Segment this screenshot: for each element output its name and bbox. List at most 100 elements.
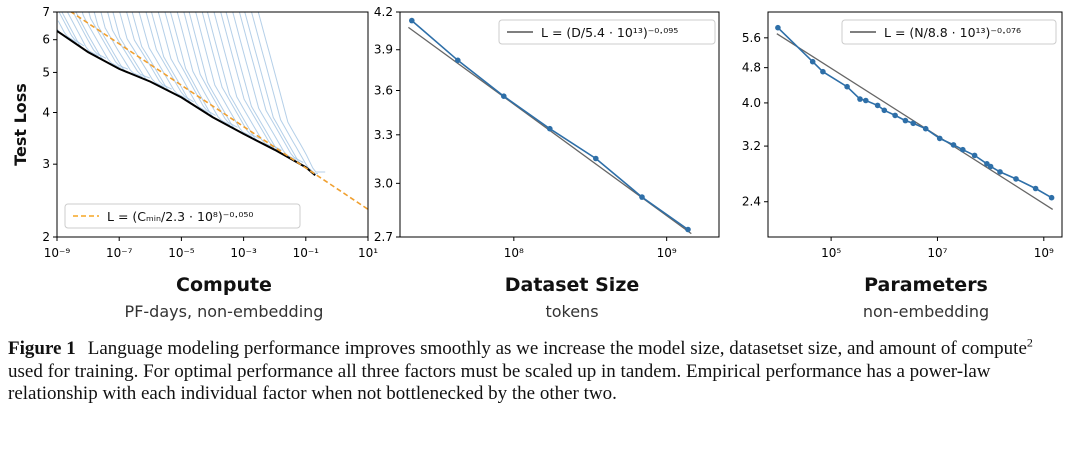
x-tick-label: 10⁸ [504,246,524,260]
panel-2-axes: 10⁸ 10⁹ 2.7 3.0 3.3 3.6 3.9 4.2 Dataset Size toke… [374,5,720,321]
data-point [501,93,507,99]
legend-box [841,19,1057,45]
x-tick-label: 10⁹ [1034,246,1054,260]
data-point [593,155,599,162]
caption-text-after: used for training. For optimal performan… [8,360,991,405]
panel-title: Dataset Size [505,274,640,296]
caption-text-before: Language modeling performance improves s… [87,338,1027,359]
x-tick-label: 10⁹ [657,246,677,260]
data-point [820,68,826,75]
training-run-curve [131,12,180,97]
training-run-curve [176,12,231,126]
y-tick-label: 4 [42,106,50,120]
y-axis-label: Test Loss [11,83,30,166]
legend: L = (Cₘᵢₙ/2.3 · 10⁸)⁻⁰·⁰⁵⁰ [64,203,301,229]
training-run-curve [81,12,121,69]
data-point [639,194,645,200]
data-point [936,135,943,142]
panel-2-marks [408,17,692,235]
compute-fit-line [69,12,368,210]
panel-1-marks [57,12,368,210]
y-tick-label: 3.3 [374,128,393,142]
training-run-curve [100,12,143,78]
data-point [809,58,816,65]
training-run-curve [257,12,326,173]
panel-subtitle: non-embedding [863,302,989,321]
data-point [950,142,957,148]
y-tick-label: 3.6 [374,84,393,98]
figure-label: Figure 1 [8,338,76,359]
data-point [922,125,929,132]
training-run-curve [195,12,253,138]
data-point [547,125,553,132]
data-point [863,97,869,104]
training-run-curve [119,12,165,88]
legend: L = (D/5.4 · 10¹³)⁻⁰·⁰⁹⁵ [498,19,716,45]
y-tick-label: 4.0 [742,96,761,110]
y-tick-label: 3.2 [742,139,761,153]
y-tick-label: 4.2 [374,5,393,19]
plot-frame [767,11,1063,238]
data-point [1032,185,1039,192]
plot-frame [56,11,369,238]
y-tick-label: 3.9 [374,43,393,57]
data-point [910,120,916,127]
data-point [874,102,881,109]
legend-label: L = (D/5.4 · 10¹³)⁻⁰·⁰⁹⁵ [541,25,678,40]
training-run-curve [244,12,311,172]
data-point [1048,194,1055,201]
data-point [455,57,461,64]
data-point [881,107,888,114]
x-tick-label: 10⁵ [821,246,841,260]
y-tick-label: 4.8 [742,61,761,75]
y-tick-label: 6 [42,33,50,47]
data-point [902,117,909,124]
y-tick-label: 5 [42,65,50,79]
data-point [857,96,863,102]
training-run-curve [206,12,268,147]
x-tick-label: 10⁻¹ [293,246,320,260]
training-run-curve [164,12,216,116]
training-run-curve [58,12,85,47]
training-run-curve [169,12,224,124]
training-run-curve [232,12,297,161]
training-run-curve [157,12,209,114]
x-tick-label: 10⁻⁹ [44,246,71,260]
training-run-curve [72,12,107,59]
panel-title: Compute [176,274,272,296]
data-point [960,146,966,153]
data-point [685,226,691,233]
training-run-curve [126,12,173,90]
data-point [987,163,994,170]
training-run-curve [57,20,77,44]
legend-label: L = (Cₘᵢₙ/2.3 · 10⁸)⁻⁰·⁰⁵⁰ [107,209,253,224]
training-run-curve [93,12,136,76]
training-run-curve [201,12,260,140]
data-point [1013,176,1019,182]
y-tick-label: 2 [42,230,50,244]
training-run-curve [183,12,238,128]
data-point [997,169,1003,175]
data-point [971,152,978,159]
data-line [411,19,689,231]
y-tick-label: 2.7 [374,230,393,244]
panel-3-axes: 10⁵ 10⁷ 10⁹ 2.4 3.2 4.0 4.8 5.6 Parameters non-em… [742,11,1063,321]
legend-box [498,19,716,45]
training-run-curve [145,12,194,103]
caption-footnote-mark: 2 [1026,335,1033,350]
y-tick-label: 2.4 [742,195,761,209]
legend-box [64,203,301,229]
figure-panels: 10⁻⁹ 10⁻⁷ 10⁻⁵ 10⁻³ 10⁻¹ 10¹ 2 3 4 5 6 7 Compute PF-d… [11,5,1063,321]
x-tick-label: 10¹ [358,246,378,260]
panel-subtitle: tokens [545,302,598,321]
x-tick-label: 10⁷ [927,246,947,260]
panel-1-axes: 10⁻⁹ 10⁻⁷ 10⁻⁵ 10⁻³ 10⁻¹ 10¹ 2 3 4 5 6 7 Compute PF-d… [11,5,378,321]
data-line [777,27,1052,199]
y-tick-label: 3.0 [374,176,393,190]
panel-3-marks [775,24,1055,210]
legend: L = (N/8.8 · 10¹³)⁻⁰·⁰⁷⁶ [841,19,1057,45]
training-run-curve [220,12,282,151]
training-run-curve [188,12,246,136]
training-run-curve [107,12,150,79]
panel-subtitle: PF-days, non-embedding [125,302,324,321]
